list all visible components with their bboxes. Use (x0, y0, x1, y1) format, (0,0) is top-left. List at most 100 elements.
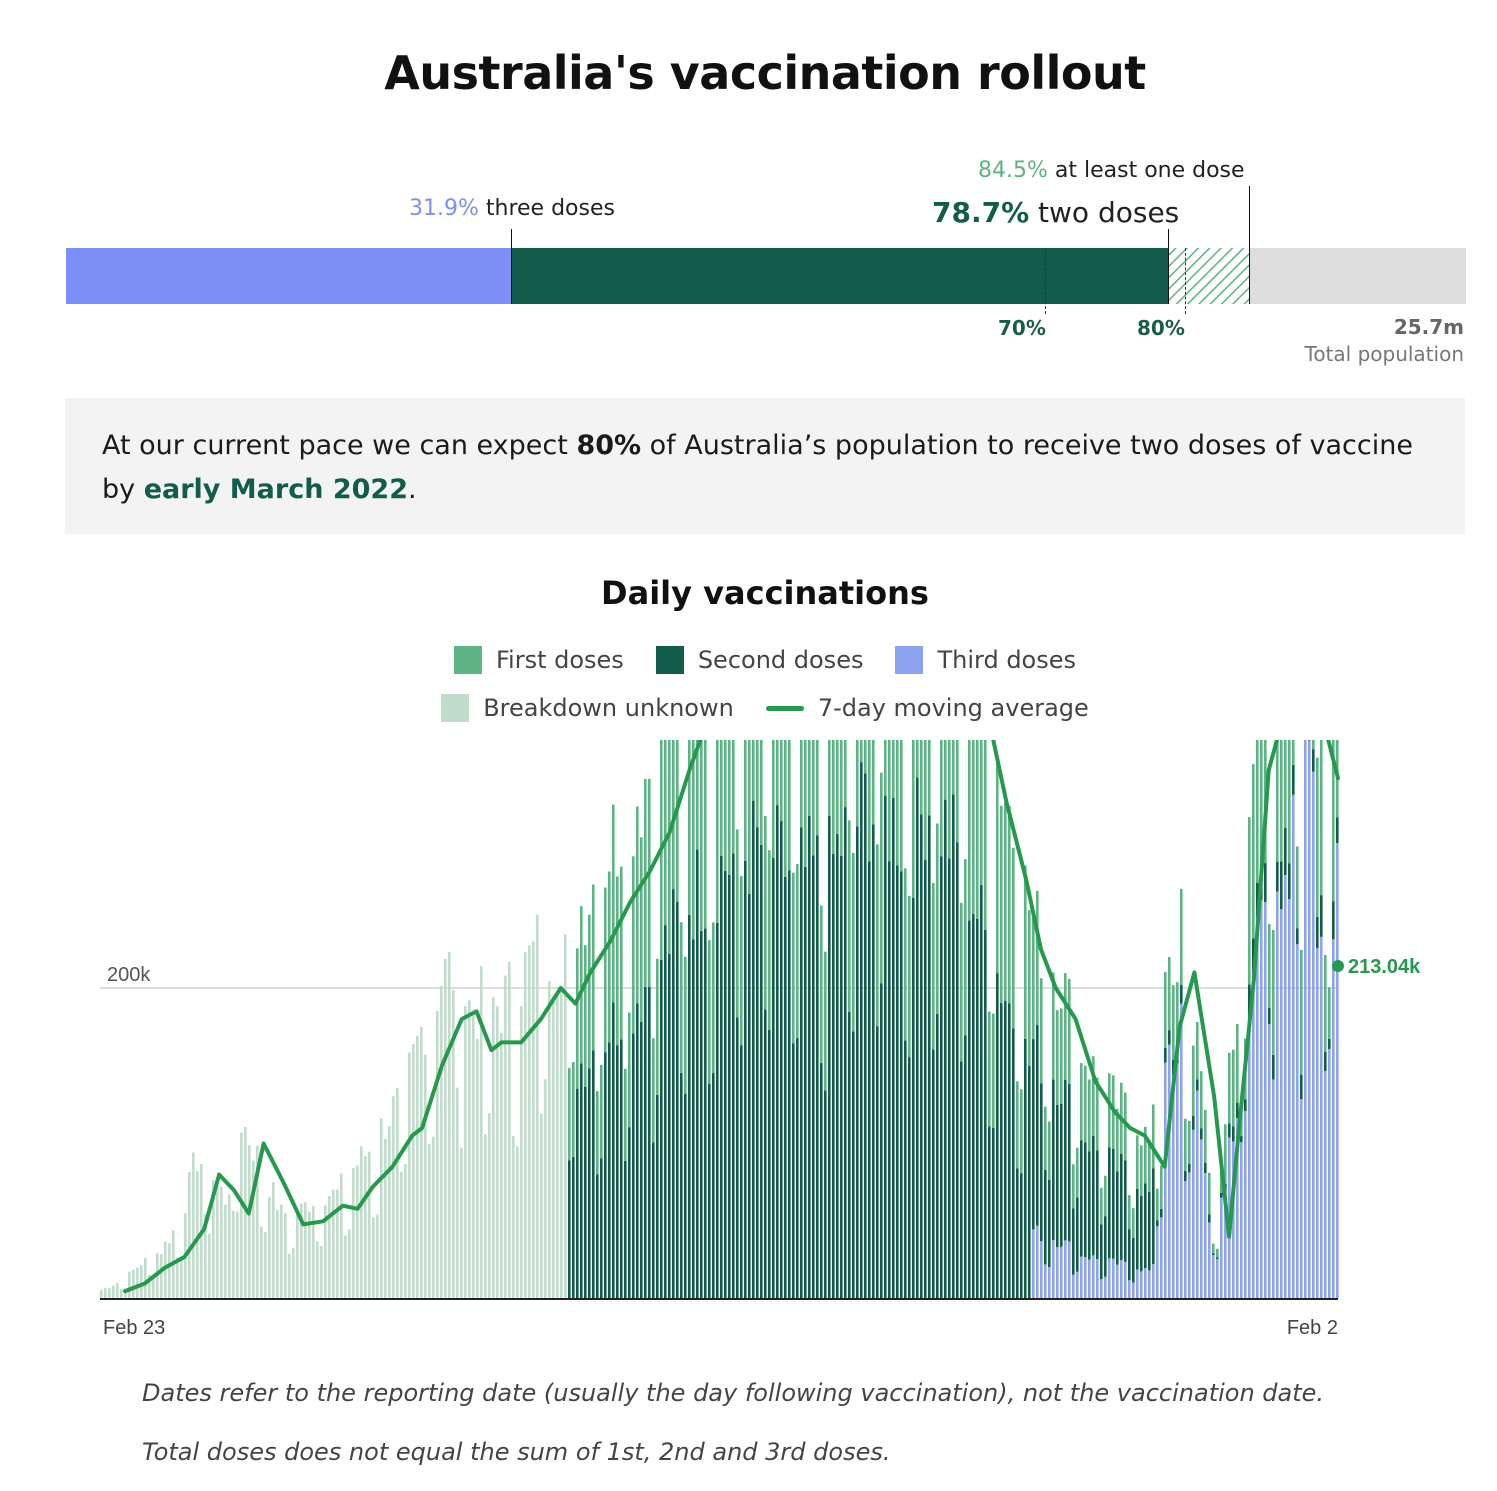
legend-breakdown-unknown: Breakdown unknown (441, 694, 734, 722)
bar-second-doses (1216, 1257, 1219, 1259)
bar-first-doses (864, 740, 867, 774)
one-dose-pct: 84.5% (978, 158, 1048, 183)
bar-second-doses (756, 827, 759, 1299)
bar-second-doses (1056, 1104, 1059, 1248)
bar-second-doses (764, 1009, 767, 1299)
bar-second-doses (788, 870, 791, 1299)
bar-second-doses (1084, 1142, 1087, 1257)
bar-third-doses (1176, 1063, 1179, 1299)
bar-first-doses (1236, 1024, 1239, 1103)
bar-first-doses (1000, 805, 1003, 1004)
bar-second-doses (1208, 1214, 1211, 1223)
bar-first-doses (1268, 924, 1271, 1008)
forecast-bold: 80% (576, 430, 642, 461)
bar-first-doses (892, 740, 895, 798)
bar-second-doses (1280, 861, 1283, 910)
bar-breakdown-unknown (372, 1217, 375, 1299)
bar-second-doses (740, 1045, 743, 1299)
bar-first-doses (1292, 740, 1295, 765)
bar-second-doses (1068, 1083, 1071, 1242)
bar-second-doses (1012, 1028, 1015, 1299)
bar-second-doses (916, 777, 919, 1299)
bar-first-doses (996, 755, 999, 974)
bar-first-doses (940, 740, 943, 857)
bar-breakdown-unknown (196, 1171, 199, 1299)
bar-third-doses (1152, 1263, 1155, 1299)
bars-group (100, 740, 1339, 1299)
bar-first-doses (596, 1091, 599, 1175)
bar-second-doses (1132, 1237, 1135, 1283)
bar-breakdown-unknown (284, 1213, 287, 1299)
bar-third-doses (1072, 1274, 1075, 1299)
bar-third-doses (1088, 1259, 1091, 1299)
bar-first-doses (620, 866, 623, 1040)
legend-first-doses: First doses (453, 646, 624, 674)
marker-70-line (1045, 248, 1046, 314)
bar-second-doses (708, 1083, 711, 1299)
bar-breakdown-unknown (100, 1290, 103, 1299)
bar-first-doses (720, 740, 723, 856)
bar-breakdown-unknown (136, 1267, 139, 1299)
bar-breakdown-unknown (244, 1127, 247, 1299)
bar-breakdown-unknown (140, 1265, 143, 1299)
bar-breakdown-unknown (280, 1204, 283, 1299)
bar-second-doses (1140, 1195, 1143, 1272)
bar-breakdown-unknown (528, 945, 531, 1299)
bar-third-doses (1080, 1256, 1083, 1299)
bar-third-doses (1100, 1278, 1103, 1299)
bar-first-doses (1276, 740, 1279, 862)
bar-second-doses (588, 1068, 591, 1299)
bar-second-doses (1288, 863, 1291, 900)
bar-first-doses (1260, 740, 1263, 872)
bar-first-doses (1068, 978, 1071, 1084)
bar-breakdown-unknown (336, 1189, 339, 1299)
bar-third-doses (1164, 1062, 1167, 1299)
bar-second-doses (1296, 928, 1299, 945)
bar-first-doses (1168, 957, 1171, 1031)
bar-second-doses (980, 884, 983, 1299)
bar-breakdown-unknown (220, 1186, 223, 1299)
bar-first-doses (868, 740, 871, 862)
bar-second-doses (812, 855, 815, 1299)
bar-second-doses (948, 858, 951, 1299)
bar-first-doses (1132, 1208, 1135, 1238)
bar-third-doses (1104, 1276, 1107, 1299)
bar-second-doses (1312, 749, 1315, 772)
bar-first-doses (1032, 912, 1035, 1040)
bar-first-doses (904, 868, 907, 1041)
bar-first-doses (724, 740, 727, 871)
bar-first-doses (608, 871, 611, 1043)
bar-second-doses (1212, 1253, 1215, 1255)
bar-first-doses (968, 740, 971, 921)
bar-third-doses (1200, 1139, 1203, 1299)
bar-first-doses (1160, 1165, 1163, 1209)
bar-breakdown-unknown (328, 1196, 331, 1299)
three-doses-pct: 31.9% (409, 196, 479, 221)
bar-third-doses (1124, 1261, 1127, 1299)
bar-first-doses (1092, 1056, 1095, 1136)
bar-third-doses (1172, 1074, 1175, 1299)
bar-first-doses (1088, 1079, 1091, 1152)
bar-second-doses (800, 827, 803, 1299)
bar-breakdown-unknown (288, 1253, 291, 1299)
bar-first-doses (1300, 949, 1303, 1075)
two-doses-text: two doses (1038, 196, 1180, 229)
bar-first-doses (828, 740, 831, 816)
bar-second-doses (1184, 1170, 1187, 1182)
bar-second-doses (868, 861, 871, 1299)
marker-80-label: 80% (1137, 316, 1185, 340)
bar-breakdown-unknown (448, 952, 451, 1299)
bar-first-doses (836, 740, 839, 834)
bar-breakdown-unknown (180, 1258, 183, 1299)
bar-first-doses (572, 1062, 575, 1157)
bar-first-doses (1020, 1089, 1023, 1174)
bar-second-doses (1096, 1150, 1099, 1260)
bar-first-doses (776, 740, 779, 806)
bar-third-doses (1324, 1070, 1327, 1299)
bar-breakdown-unknown (460, 1147, 463, 1299)
bar-second-doses (700, 930, 703, 1299)
legend-third-doses: Third doses (895, 646, 1076, 674)
bar-breakdown-unknown (348, 1229, 351, 1299)
bar-third-doses (1112, 1258, 1115, 1299)
bar-breakdown-unknown (432, 1136, 435, 1299)
